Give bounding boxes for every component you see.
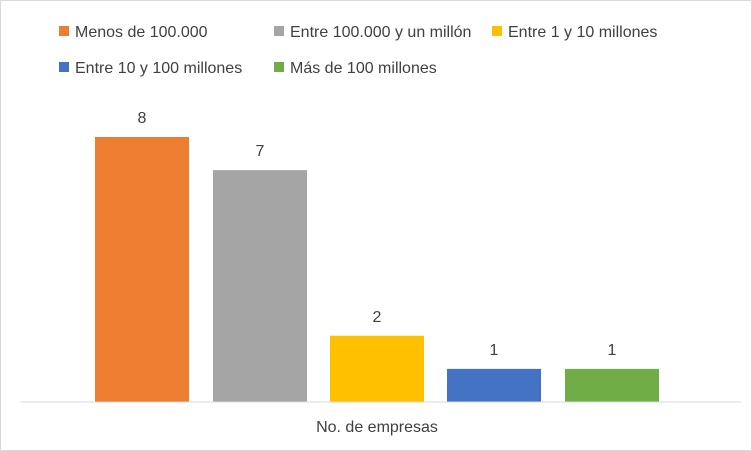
- legend-label: Menos de 100.000: [75, 24, 208, 41]
- data-label: 7: [256, 143, 265, 160]
- bar: [565, 368, 659, 402]
- legend-label: Entre 100.000 y un millón: [290, 24, 471, 41]
- category-label: No. de empresas: [316, 419, 438, 436]
- legend-swatch: [274, 26, 284, 36]
- legend-label: Entre 1 y 10 millones: [508, 24, 657, 41]
- legend: Menos de 100.000 Entre 100.000 y un milló…: [59, 24, 657, 77]
- legend-swatch: [59, 62, 69, 72]
- data-label: 8: [138, 110, 147, 127]
- bar: [330, 335, 424, 402]
- data-label: 2: [373, 309, 382, 326]
- data-label: 1: [608, 342, 617, 359]
- legend-label: Entre 10 y 100 millones: [75, 60, 242, 77]
- bar: [447, 368, 541, 402]
- legend-swatch: [274, 62, 284, 72]
- data-label: 1: [490, 342, 499, 359]
- bar: [95, 137, 189, 402]
- legend-label: Más de 100 millones: [290, 60, 437, 77]
- legend-swatch: [59, 26, 69, 36]
- legend-swatch: [492, 26, 502, 36]
- bar: [213, 170, 307, 402]
- plot-area: 8 7 2 1 1: [95, 110, 659, 402]
